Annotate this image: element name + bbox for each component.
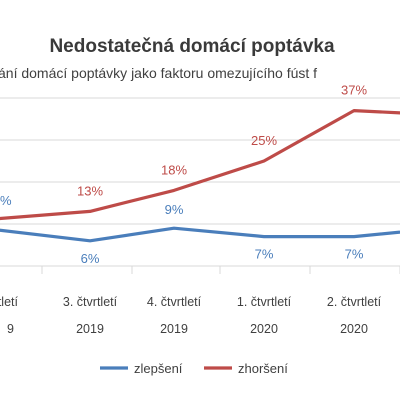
data-label-zhoršení: 18% bbox=[161, 162, 187, 177]
data-label-zlepšení: 7% bbox=[345, 247, 364, 262]
x-tick-label-line1: tvrtletí bbox=[0, 295, 19, 309]
x-tick-label-line1: 1. čtvrtletí bbox=[237, 295, 292, 309]
x-tick-label-line2: 2019 bbox=[160, 322, 188, 336]
x-tick-label-line2: 2020 bbox=[340, 322, 368, 336]
data-label-zlepšení: 7% bbox=[255, 247, 274, 262]
chart-subtitle: ání domácí poptávky jako faktoru omezují… bbox=[0, 65, 317, 81]
x-tick-label-line1: 2. čtvrtletí bbox=[327, 295, 382, 309]
x-tick-label-line1: 3. čtvrtletí bbox=[63, 295, 118, 309]
series-line-zlepšení bbox=[0, 226, 400, 243]
x-tick-label-line2: 2020 bbox=[250, 322, 278, 336]
legend-label-zlepšení: zlepšení bbox=[134, 361, 183, 376]
data-labels: % 6% 9% 7% 7% 13% 18% 25% 37% bbox=[0, 83, 367, 266]
series-line-zhoršení bbox=[0, 109, 400, 221]
data-label-zhoršení: 37% bbox=[341, 83, 367, 98]
data-label-zhoršení: 25% bbox=[251, 133, 277, 148]
x-tick-label-line2: 9 bbox=[7, 322, 14, 336]
series-lines bbox=[0, 109, 400, 243]
x-axis: tvrtletí 9 3. čtvrtletí 2019 4. čtvrtletí 201… bbox=[0, 266, 400, 336]
data-label-zlepšení: % bbox=[0, 193, 12, 208]
data-label-zlepšení: 9% bbox=[165, 202, 184, 217]
x-tick-label-line1: 4. čtvrtletí bbox=[147, 295, 202, 309]
data-label-zlepšení: 6% bbox=[81, 251, 100, 266]
data-label-zhoršení: 13% bbox=[77, 183, 103, 198]
x-tick-label-line2: 2019 bbox=[76, 322, 104, 336]
chart-title: Nedostatečná domácí poptávka bbox=[49, 36, 335, 57]
legend: zlepšení zhoršení bbox=[100, 361, 288, 376]
legend-label-zhoršení: zhoršení bbox=[238, 361, 288, 376]
